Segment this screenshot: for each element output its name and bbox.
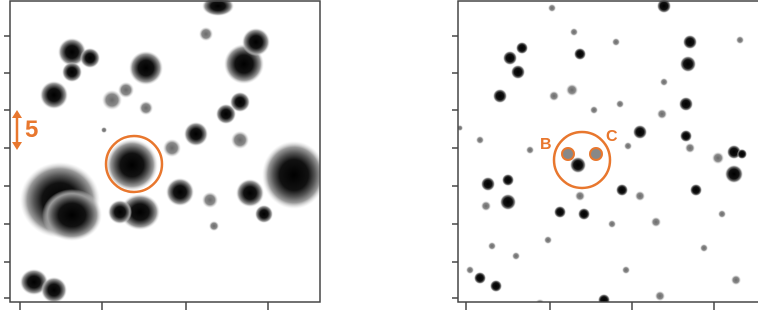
right-x-ticks xyxy=(465,302,715,310)
right-frame xyxy=(457,0,758,303)
left-panel: 5 xyxy=(4,0,321,310)
left-y-ticks xyxy=(4,35,10,299)
marker-c-ring xyxy=(589,147,603,161)
right-highlight-circle xyxy=(552,130,612,190)
marker-b-ring xyxy=(561,147,575,161)
left-highlight-circle xyxy=(104,134,164,194)
left-frame xyxy=(9,0,321,303)
left-x-ticks xyxy=(19,302,269,310)
marker-b-label: B xyxy=(540,136,552,153)
scale-bar-label: 5 xyxy=(25,116,38,143)
marker-c-label: C xyxy=(606,128,618,145)
right-panel: B C xyxy=(452,0,758,310)
scale-bar xyxy=(12,110,22,150)
right-star-field xyxy=(458,0,747,302)
right-y-ticks xyxy=(452,35,458,299)
left-star-field xyxy=(20,0,320,302)
